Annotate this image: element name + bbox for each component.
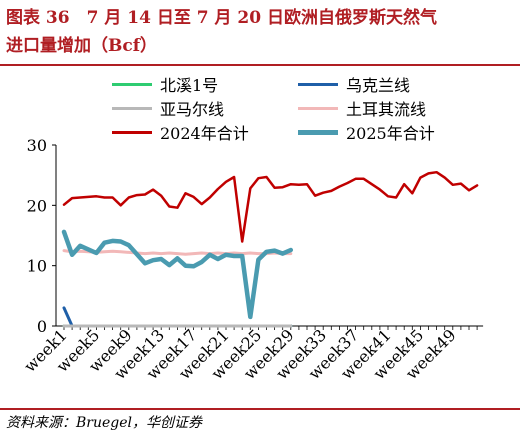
legend-item-total-2024: 2024年合计 (112, 122, 249, 143)
y-tick-label: 0 (37, 317, 47, 336)
legend-label-yamal: 亚马尔线 (160, 100, 225, 119)
series-line-4 (62, 170, 479, 243)
chart-title-block: 图表 36 7 月 14 日至 7 月 20 日欧洲自俄罗斯天然气 进口量增加（… (6, 4, 514, 60)
chart-legend: 北溪1号 乌克兰线 亚马尔线 土耳其流线 2024年合计 2025年合计 (0, 68, 520, 148)
legend-label-nord-stream: 北溪1号 (160, 76, 219, 95)
source-note: 资料来源：Bruegel，华创证券 (6, 415, 203, 431)
legend-item-nord-stream: 北溪1号 (112, 74, 219, 95)
chart-plot-area (61, 170, 479, 328)
chart-axes (52, 144, 484, 330)
chart-tick-labels: 0102030week1week5week9week13week17week21… (20, 136, 459, 383)
legend-label-total-2025: 2025年合计 (346, 124, 435, 143)
y-tick-label: 30 (27, 136, 47, 155)
chart-title-line-1: 图表 36 7 月 14 日至 7 月 20 日欧洲自俄罗斯天然气 (6, 8, 437, 28)
source-divider (0, 408, 520, 410)
legend-swatch-yamal (112, 106, 152, 110)
legend-item-ukraine: 乌克兰线 (298, 74, 411, 95)
legend-item-turkstream: 土耳其流线 (298, 98, 427, 119)
legend-label-turkstream: 土耳其流线 (346, 100, 427, 119)
legend-item-total-2025: 2025年合计 (298, 122, 435, 143)
series-line-3 (62, 249, 293, 256)
legend-swatch-total-2024 (112, 130, 152, 134)
line-chart: 0102030week1week5week9week13week17week21… (20, 136, 484, 383)
series-line-5 (61, 229, 294, 320)
legend-swatch-ukraine (298, 82, 338, 86)
title-divider (0, 64, 520, 66)
legend-label-total-2024: 2024年合计 (160, 124, 249, 143)
y-tick-label: 20 (27, 196, 47, 215)
y-tick-label: 10 (27, 257, 47, 276)
legend-label-ukraine: 乌克兰线 (346, 76, 411, 95)
legend-swatch-nord-stream (112, 82, 152, 86)
legend-item-yamal: 亚马尔线 (112, 98, 225, 119)
legend-swatch-total-2025 (298, 129, 338, 135)
chart-title-line-2: 进口量增加（Bcf） (6, 36, 158, 56)
series-line-1 (62, 306, 293, 328)
legend-swatch-turkstream (298, 106, 338, 110)
